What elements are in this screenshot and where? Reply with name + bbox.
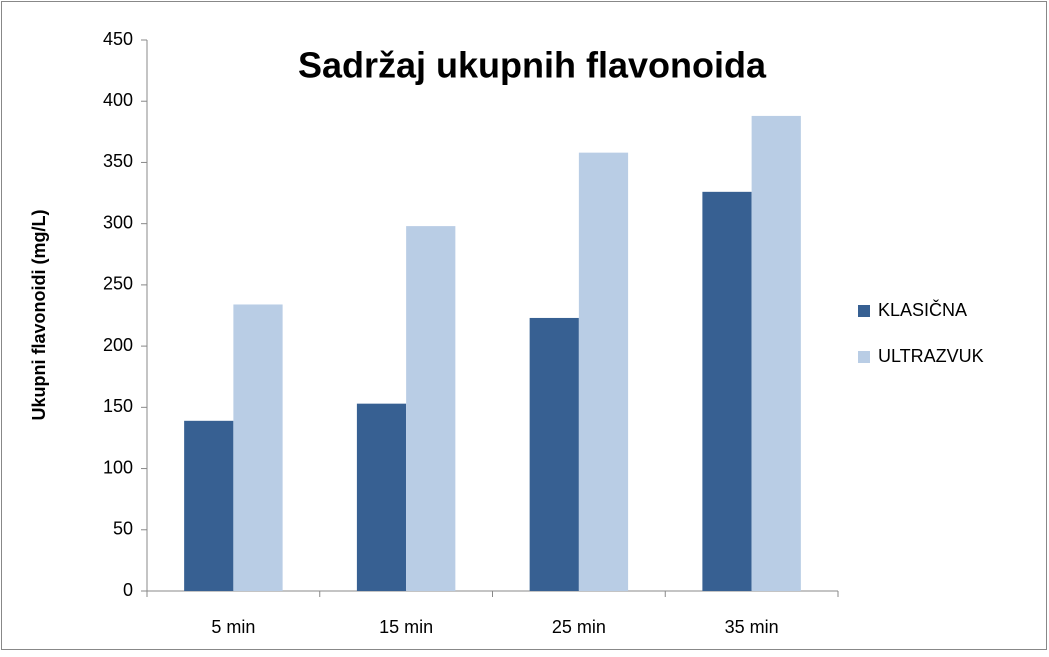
bar [529,317,579,591]
y-tick-label: 150 [103,396,133,416]
bar [578,152,629,591]
legend-label: KLASIČNA [878,299,967,320]
legend-swatch [858,351,870,363]
y-tick-label: 0 [123,580,133,600]
legend-label: ULTRAZVUK [878,346,984,366]
y-tick-label: 300 [103,212,133,232]
bar [233,304,283,591]
y-tick-label: 250 [103,274,133,294]
x-tick-label: 35 min [725,617,779,637]
legend-swatch [858,305,870,317]
bar [751,115,801,591]
y-tick-label: 100 [103,457,133,477]
y-tick-label: 450 [103,29,133,49]
x-tick-label: 15 min [379,617,433,637]
chart-title: Sadržaj ukupnih flavonoida [298,45,767,86]
bar [702,191,752,591]
y-tick-label: 350 [103,151,133,171]
bar [184,420,234,591]
y-axis-label: Ukupni flavonoidi (mg/L) [29,210,49,421]
x-tick-label: 25 min [552,617,606,637]
bar [356,403,407,591]
y-tick-label: 200 [103,335,133,355]
bar [406,226,456,592]
y-tick-label: 50 [113,519,133,539]
y-tick-label: 400 [103,90,133,110]
x-tick-label: 5 min [211,617,255,637]
